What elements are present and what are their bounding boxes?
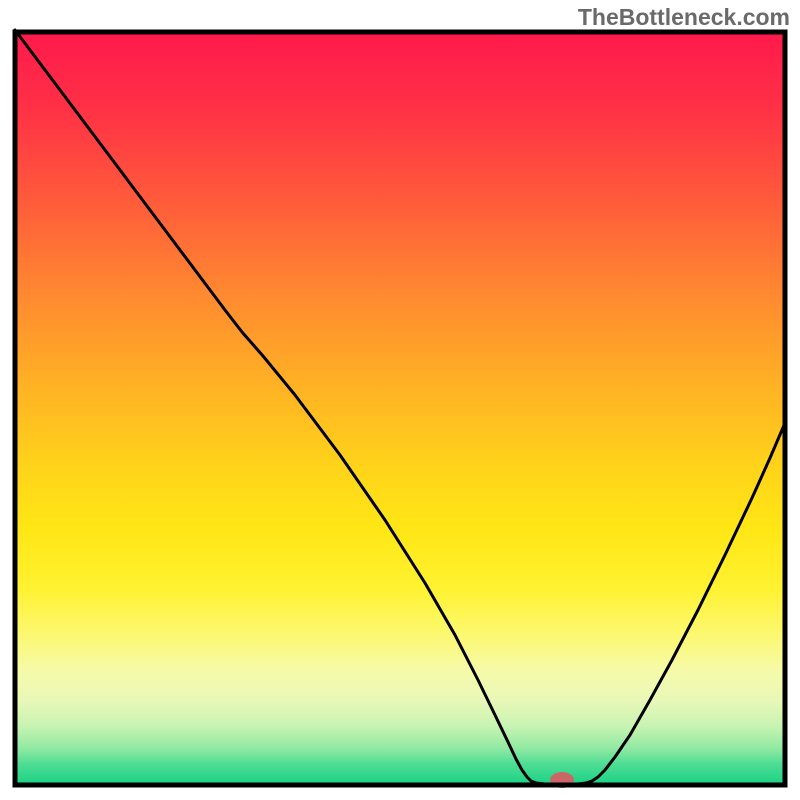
watermark-text: TheBottleneck.com (578, 4, 790, 31)
bottleneck-chart (0, 0, 800, 800)
chart-container: TheBottleneck.com (0, 0, 800, 800)
